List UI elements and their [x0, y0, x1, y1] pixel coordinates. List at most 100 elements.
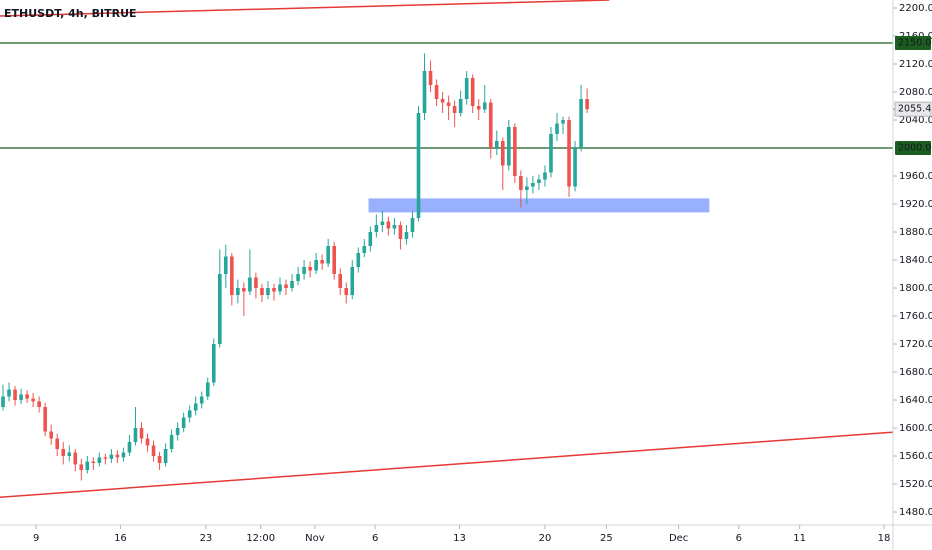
- plot-area: [0, 0, 894, 499]
- candle-body: [242, 288, 246, 292]
- x-tick-label: Dec: [669, 533, 688, 544]
- candle-body: [67, 452, 72, 456]
- candle-body: [205, 382, 210, 397]
- candle-body: [326, 246, 330, 264]
- level-label-box: [895, 36, 931, 50]
- candle-body: [494, 141, 499, 148]
- candle-body: [19, 394, 23, 400]
- y-tick-label: 1760.00: [899, 311, 932, 322]
- candle-body: [109, 454, 114, 459]
- candle-body: [145, 438, 150, 446]
- candle-body: [537, 179, 541, 183]
- candle-body: [488, 102, 493, 148]
- x-tick-label: Nov: [305, 533, 325, 544]
- candle-body: [531, 183, 535, 187]
- x-tick-label: 6: [736, 533, 742, 544]
- x-tick-label: 25: [600, 533, 613, 544]
- candle-body: [513, 127, 517, 176]
- candle-body: [31, 398, 35, 402]
- y-tick-label: 1960.00: [899, 171, 932, 182]
- candle-body: [199, 396, 204, 404]
- candle-body: [525, 186, 529, 190]
- candle-body: [573, 148, 577, 187]
- x-tick-label: 13: [453, 533, 466, 544]
- candle-body: [320, 260, 324, 264]
- y-tick-label: 2080.00: [899, 87, 932, 98]
- support-zone: [368, 198, 710, 213]
- candle-body: [55, 438, 60, 449]
- y-tick-label: 1480.00: [899, 507, 932, 518]
- candle-body: [266, 288, 270, 295]
- candle-body: [452, 106, 457, 113]
- candle-body: [470, 78, 475, 106]
- candle-body: [500, 141, 505, 166]
- candle-body: [163, 449, 168, 463]
- candle-body: [25, 394, 29, 399]
- y-tick-label: 1880.00: [899, 227, 932, 238]
- candle-body: [73, 452, 78, 465]
- candle-body: [507, 127, 511, 166]
- candle-body: [139, 428, 144, 439]
- x-tick-label: 9: [33, 533, 39, 544]
- candle-body: [187, 410, 192, 418]
- level-label-box: [895, 141, 931, 155]
- candle-body: [519, 176, 523, 190]
- y-tick-label: 1840.00: [899, 255, 932, 266]
- last-price-label: 2055.47: [898, 104, 932, 115]
- candle-body: [416, 113, 421, 218]
- candle-body: [314, 260, 318, 271]
- candle-body: [43, 407, 47, 432]
- candle-body: [193, 403, 198, 411]
- x-tick-label: 6: [372, 533, 378, 544]
- candle-body: [561, 120, 565, 124]
- candle-body: [428, 71, 433, 85]
- candle-body: [332, 246, 337, 274]
- candle-body: [37, 401, 41, 407]
- y-tick-label: 2040.00: [899, 115, 932, 126]
- candle-body: [585, 99, 589, 110]
- y-tick-label: 1680.00: [899, 367, 932, 378]
- candle-body: [404, 232, 409, 239]
- candle-body: [392, 225, 397, 229]
- candle-body: [260, 288, 264, 295]
- trendline: [0, 431, 894, 499]
- candle-body: [476, 106, 481, 110]
- candle-body: [248, 277, 252, 292]
- candle-body: [482, 102, 487, 110]
- x-tick-label: 20: [539, 533, 552, 544]
- chart-title: ETHUSDT, 4h, BITRUE: [4, 7, 137, 20]
- y-tick-label: 1640.00: [899, 395, 932, 406]
- candle-body: [230, 256, 234, 295]
- candle-body: [380, 221, 385, 225]
- x-tick-label: 12:00: [246, 533, 275, 544]
- candle-body: [236, 288, 240, 295]
- candle-body: [217, 274, 222, 344]
- candle-body: [121, 452, 126, 458]
- candle-body: [1, 396, 5, 407]
- candle-body: [458, 99, 463, 113]
- candle-body: [85, 461, 90, 470]
- level-label: 2000.00: [898, 143, 932, 154]
- x-tick-label: 18: [878, 533, 891, 544]
- candle-body: [338, 274, 343, 288]
- x-tick-label: 11: [793, 533, 806, 544]
- candle-body: [356, 253, 361, 267]
- candle-body: [440, 99, 445, 103]
- candle-body: [272, 288, 276, 292]
- candle-body: [13, 389, 17, 400]
- candle-body: [555, 123, 559, 134]
- y-tick-label: 2200.00: [899, 3, 932, 14]
- candle-body: [103, 457, 108, 459]
- last-price-box: [894, 101, 932, 117]
- candle-body: [7, 389, 11, 397]
- candle-body: [211, 344, 216, 383]
- candle-body: [133, 428, 138, 442]
- candle-body: [549, 134, 553, 173]
- y-tick-label: 1560.00: [899, 451, 932, 462]
- x-tick-label: 23: [200, 533, 213, 544]
- candle-body: [91, 461, 96, 463]
- candle-body: [181, 417, 186, 428]
- candle-body: [422, 71, 427, 113]
- candle-body: [79, 464, 84, 470]
